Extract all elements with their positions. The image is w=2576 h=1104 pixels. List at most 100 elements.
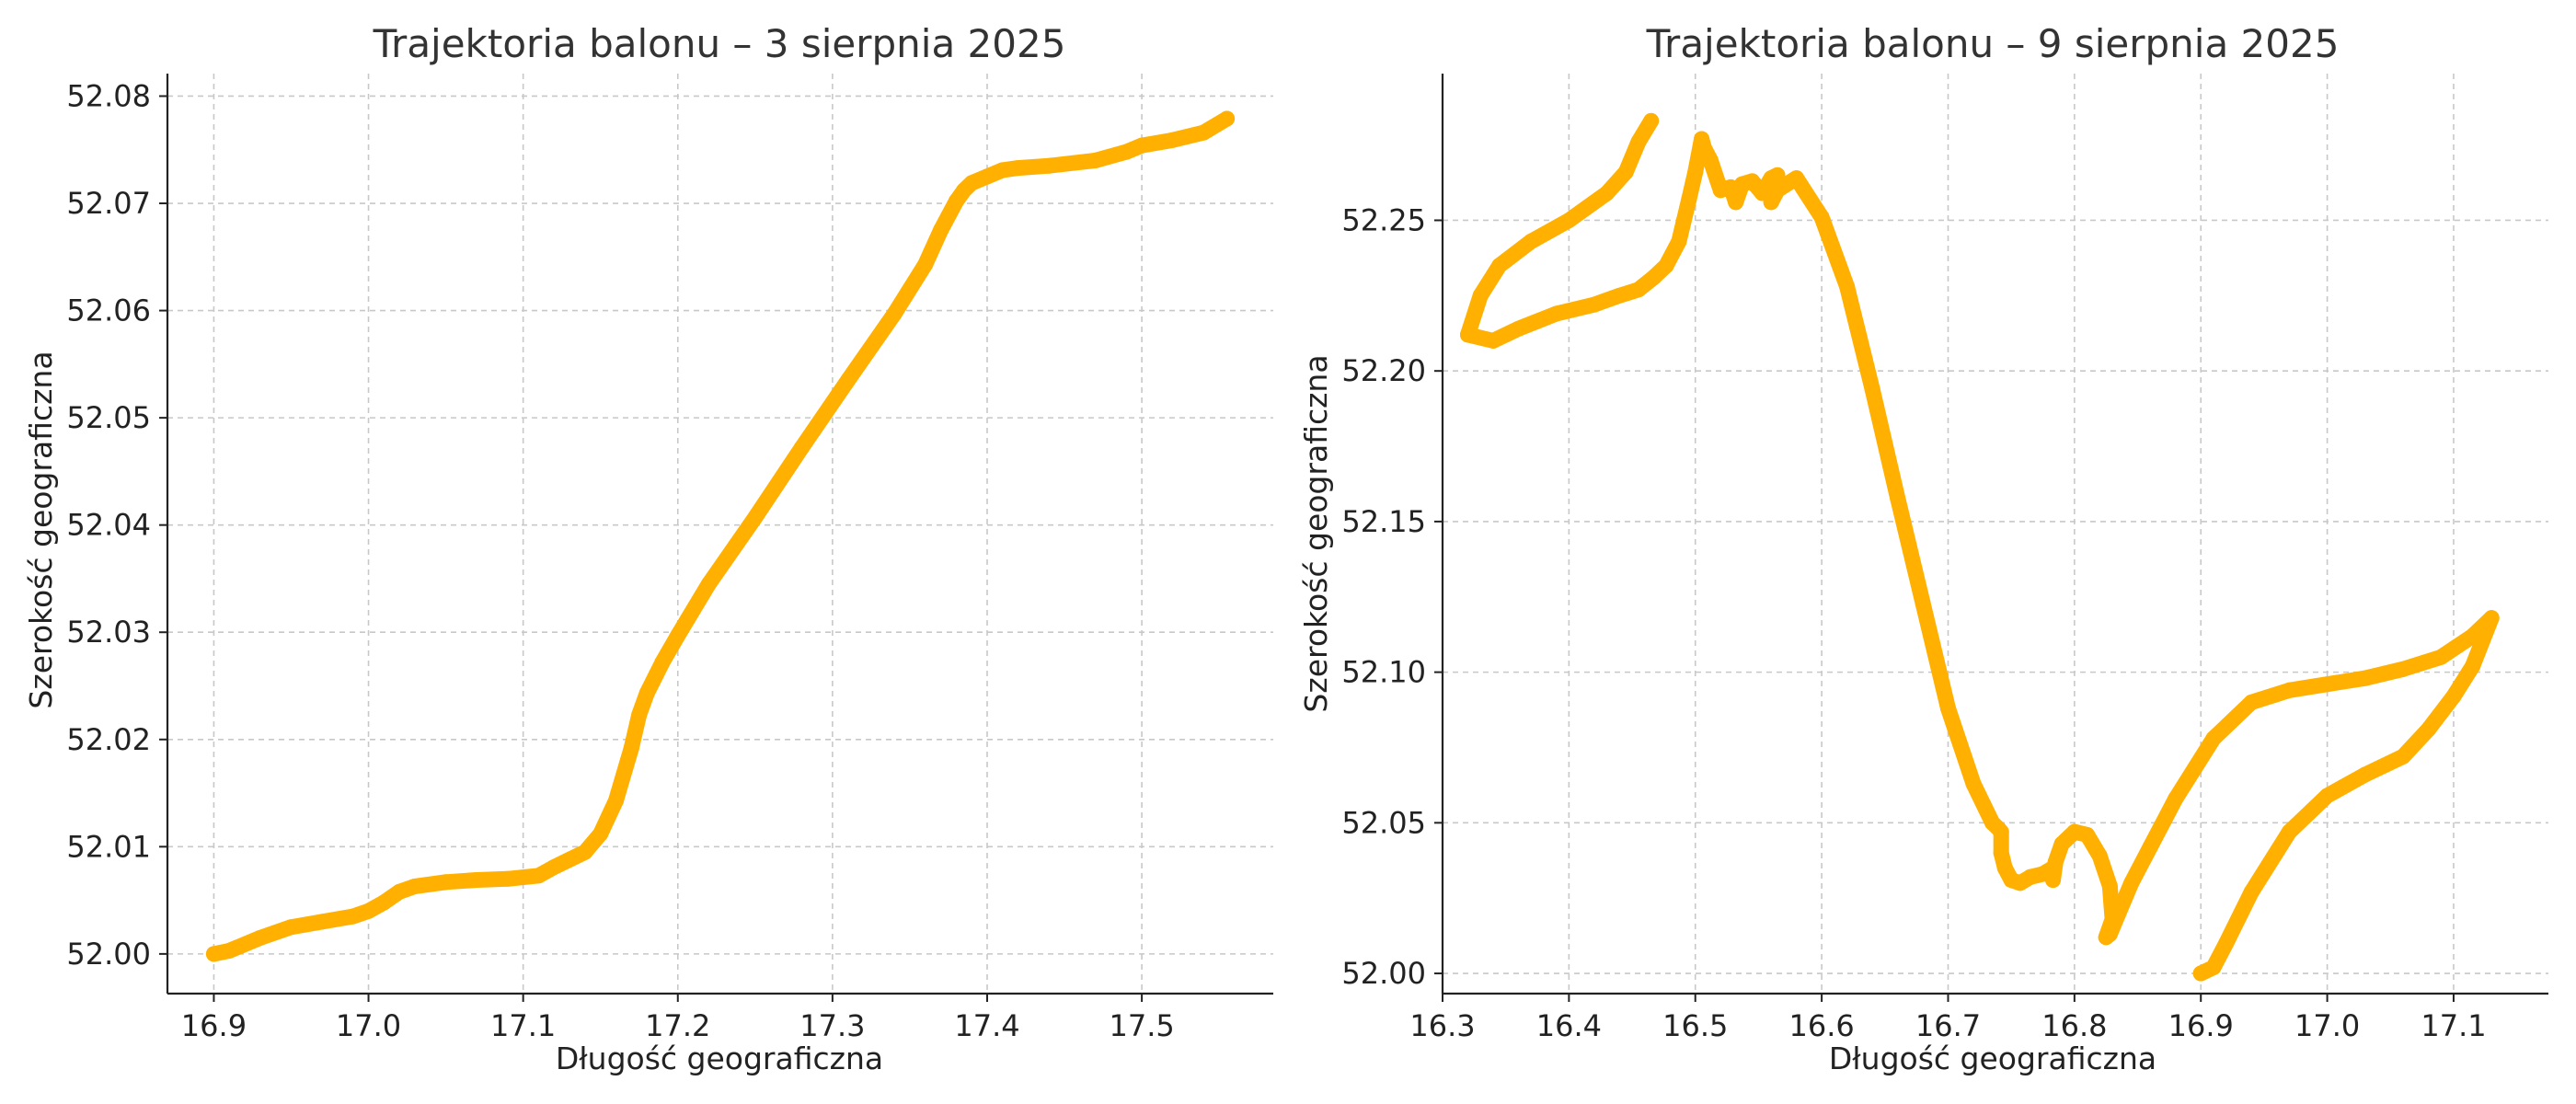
data-point: [282, 919, 299, 936]
data-point: [530, 868, 546, 884]
data-point: [1599, 185, 1616, 201]
y-tick-label: 52.25: [1341, 202, 1426, 237]
data-point: [840, 372, 857, 388]
data-point: [1195, 124, 1212, 141]
data-point: [2053, 835, 2070, 852]
data-point: [1611, 287, 1627, 304]
y-tick-label: 52.05: [1341, 805, 1426, 840]
data-point: [2243, 884, 2260, 901]
y-tick-label: 52.08: [66, 78, 151, 113]
data-point: [1658, 258, 1674, 274]
data-point: [1219, 110, 1236, 127]
data-point: [2465, 627, 2481, 644]
y-tick-label: 52.03: [66, 615, 151, 650]
y-tick-label: 52.00: [66, 937, 151, 972]
x-tick-label: 16.4: [1536, 1008, 1602, 1043]
data-point: [1890, 489, 1906, 506]
data-point: [1939, 700, 1956, 717]
data-point: [1965, 776, 1982, 792]
data-point: [2091, 847, 2108, 864]
data-point: [1712, 182, 1729, 199]
data-point: [1993, 845, 2009, 861]
x-tick-label: 17.2: [645, 1008, 710, 1043]
x-tick-label: 16.3: [1409, 1008, 1475, 1043]
data-point: [2465, 658, 2481, 674]
data-point: [1617, 164, 1634, 180]
data-point: [2395, 661, 2411, 677]
data-point: [995, 162, 1011, 178]
data-point: [1763, 170, 1779, 187]
data-point: [2066, 823, 2083, 840]
chart-title: Trajektoria balonu – 9 sierpnia 2025: [1646, 21, 2340, 66]
grid: [167, 74, 1273, 994]
data-point: [1165, 132, 1181, 148]
data-point: [2035, 866, 2052, 882]
y-tick-label: 52.01: [66, 829, 151, 864]
y-tick-label: 52.06: [66, 293, 151, 328]
data-point: [1548, 305, 1565, 322]
x-tick-label: 16.9: [181, 1008, 247, 1043]
data-point: [1118, 144, 1134, 160]
data-point: [2395, 748, 2411, 765]
data-point: [561, 851, 578, 868]
data-point: [1864, 381, 1880, 397]
y-tick-label: 52.00: [1341, 956, 1426, 991]
data-point: [577, 844, 593, 860]
data-point: [1687, 164, 1704, 180]
data-point: [2123, 875, 2140, 891]
data-point: [361, 903, 377, 919]
data-point: [1491, 258, 1508, 274]
x-tick-label: 16.8: [2041, 1008, 2107, 1043]
data-point: [345, 908, 362, 925]
data-point: [2319, 676, 2336, 693]
data-point: [205, 946, 222, 962]
data-point: [1813, 209, 1830, 225]
data-point: [2079, 826, 2096, 843]
axes: 16.3 16.4 16.5 16.6 16.7 16.8 16.9 17.0 17.1 52.0…: [1341, 74, 2548, 1043]
data-point: [2205, 960, 2222, 976]
trajectory-series: [1459, 112, 2500, 982]
x-tick-label: 16.5: [1662, 1008, 1728, 1043]
data-point: [793, 440, 810, 456]
y-tick-label: 52.07: [66, 186, 151, 221]
data-point: [1788, 170, 1805, 187]
data-point: [963, 175, 980, 191]
chart-title: Trajektoria balonu – 3 sierpnia 2025: [373, 21, 1066, 66]
data-point: [1671, 233, 1687, 249]
data-point: [546, 858, 562, 875]
y-axis-label: Szerokość geograficzna: [23, 351, 59, 708]
data-point: [1984, 814, 2001, 831]
data-point: [1010, 160, 1027, 177]
data-point: [2357, 670, 2374, 686]
data-point: [1459, 327, 1476, 343]
data-point: [1586, 296, 1603, 313]
data-point: [1133, 137, 1150, 154]
y-tick-label: 52.02: [66, 722, 151, 757]
trajectory-line: [1460, 112, 2500, 982]
x-tick-label: 17.4: [954, 1008, 1019, 1043]
data-point: [2281, 682, 2297, 698]
data-point: [1694, 131, 1710, 147]
axes: 16.9 17.0 17.1 17.2 17.3 17.4 17.5 52.00 52.01 52…: [66, 74, 1273, 1043]
data-point: [2357, 766, 2374, 783]
data-point: [979, 168, 995, 185]
data-point: [391, 883, 408, 900]
data-point: [2192, 965, 2209, 982]
data-point: [592, 825, 609, 842]
chart-panel-aug-3: Trajektoria balonu – 3 sierpnia 2025 16.…: [23, 21, 1273, 1076]
data-point: [631, 707, 648, 723]
y-tick-label: 52.05: [66, 400, 151, 435]
data-point: [2104, 911, 2121, 927]
data-point: [2445, 688, 2462, 705]
data-point: [221, 942, 237, 959]
data-point: [623, 740, 639, 756]
x-tick-label: 17.3: [799, 1008, 865, 1043]
data-point: [638, 685, 655, 702]
data-point: [438, 874, 454, 891]
data-point: [468, 871, 485, 888]
data-point: [1630, 282, 1647, 298]
x-axis-label: Długość geograficzna: [1829, 1041, 2156, 1076]
trajectory-line: [205, 110, 1236, 962]
data-point: [1839, 278, 1856, 294]
